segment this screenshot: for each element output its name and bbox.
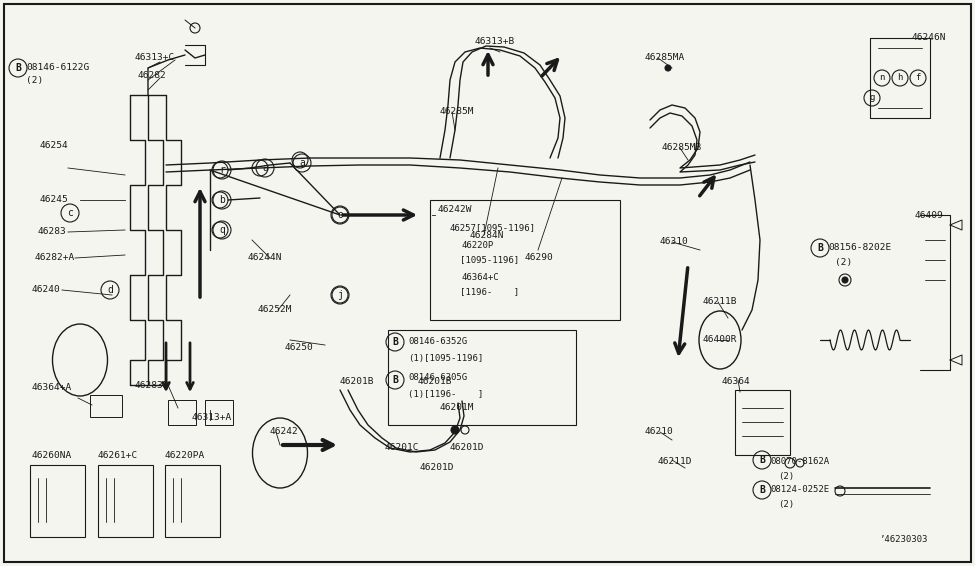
Text: (2): (2) [778,500,794,508]
Text: 46240: 46240 [32,285,60,294]
Text: 46242: 46242 [270,427,298,436]
Text: c: c [67,208,73,218]
Text: 46242W: 46242W [438,205,473,215]
Text: 46201B: 46201B [340,378,374,387]
Text: b: b [219,195,225,205]
Text: 46284N: 46284N [470,230,504,239]
Text: a: a [262,163,268,173]
Text: 08124-0252E: 08124-0252E [770,486,829,495]
Text: B: B [760,485,765,495]
Text: 46246N: 46246N [912,33,947,42]
Text: 46282+A: 46282+A [35,254,75,263]
Text: [1196-    ]: [1196- ] [460,288,519,297]
Text: g: g [870,93,875,102]
Bar [430,200,620,320]
Text: 46260NA: 46260NA [32,451,72,460]
Text: q: q [219,225,225,235]
Text: 46245: 46245 [40,195,69,204]
Text: j: j [337,290,343,300]
Text: B: B [15,63,20,73]
Text: 08156-8202E: 08156-8202E [828,243,891,252]
Text: 46364+A: 46364+A [32,384,72,392]
Text: 46283: 46283 [38,228,66,237]
Text: n: n [879,74,884,83]
Text: d: d [107,285,113,295]
Bar [165,465,220,537]
Text: 46210: 46210 [645,427,674,436]
Text: 46364+C: 46364+C [462,273,499,282]
Bar [98,465,153,537]
Text: 46244N: 46244N [248,254,283,263]
Text: 46290: 46290 [525,254,554,263]
Text: 46409: 46409 [915,211,944,220]
Text: (1)[1196-    ]: (1)[1196- ] [408,389,484,398]
Text: 46310: 46310 [660,238,688,247]
Text: 46201B: 46201B [418,378,452,387]
Text: 46201M: 46201M [440,404,475,413]
Text: 46211B: 46211B [703,298,737,307]
Text: 46313+A: 46313+A [192,414,232,422]
Bar [30,465,85,537]
Text: 46220P: 46220P [462,242,494,251]
Text: 08070-8162A: 08070-8162A [770,457,829,466]
Text: B: B [392,375,398,385]
Text: 46257[1095-1196]: 46257[1095-1196] [450,224,536,233]
Circle shape [665,65,671,71]
Circle shape [842,277,848,283]
Text: 46285MA: 46285MA [645,54,685,62]
Text: 46261+C: 46261+C [98,451,138,460]
Text: o: o [337,210,343,220]
Text: h: h [897,74,903,83]
Text: 46313+B: 46313+B [475,37,515,46]
Bar [735,390,790,455]
Text: 46211D: 46211D [658,457,692,466]
Circle shape [451,426,459,434]
Text: f: f [916,74,920,83]
Text: 08146-6352G: 08146-6352G [408,337,467,346]
Text: 46220PA: 46220PA [165,451,206,460]
Text: (2): (2) [778,471,794,481]
Text: [1095-1196]: [1095-1196] [460,255,519,264]
Text: B: B [392,337,398,347]
Text: (2): (2) [26,75,43,84]
Text: 46201D: 46201D [420,464,454,473]
Text: 46250: 46250 [285,344,314,353]
Text: 08146-6305G: 08146-6305G [408,374,467,383]
Bar [205,400,233,425]
Text: a: a [299,158,305,168]
Text: 46285MB: 46285MB [662,144,702,152]
Text: 46313+C: 46313+C [135,53,176,62]
Text: B: B [817,243,823,253]
Text: 08146-6122G: 08146-6122G [26,63,90,72]
Text: ’46230303: ’46230303 [880,535,928,544]
Text: (1)[1095-1196]: (1)[1095-1196] [408,354,484,362]
Text: B: B [760,455,765,465]
Text: (2): (2) [835,258,852,267]
Text: 46201D: 46201D [450,444,485,452]
Text: 46282: 46282 [138,71,167,79]
Text: 46252M: 46252M [258,306,292,315]
Text: 46364: 46364 [722,378,751,387]
Text: 46283P: 46283P [135,380,170,389]
Text: 46201C: 46201C [385,444,419,452]
Bar [388,330,576,425]
Text: r: r [219,165,225,175]
Bar [168,400,196,425]
Text: 46285M: 46285M [440,108,475,117]
Text: 46400R: 46400R [703,336,737,345]
Text: 46254: 46254 [40,140,69,149]
Bar [90,395,122,417]
